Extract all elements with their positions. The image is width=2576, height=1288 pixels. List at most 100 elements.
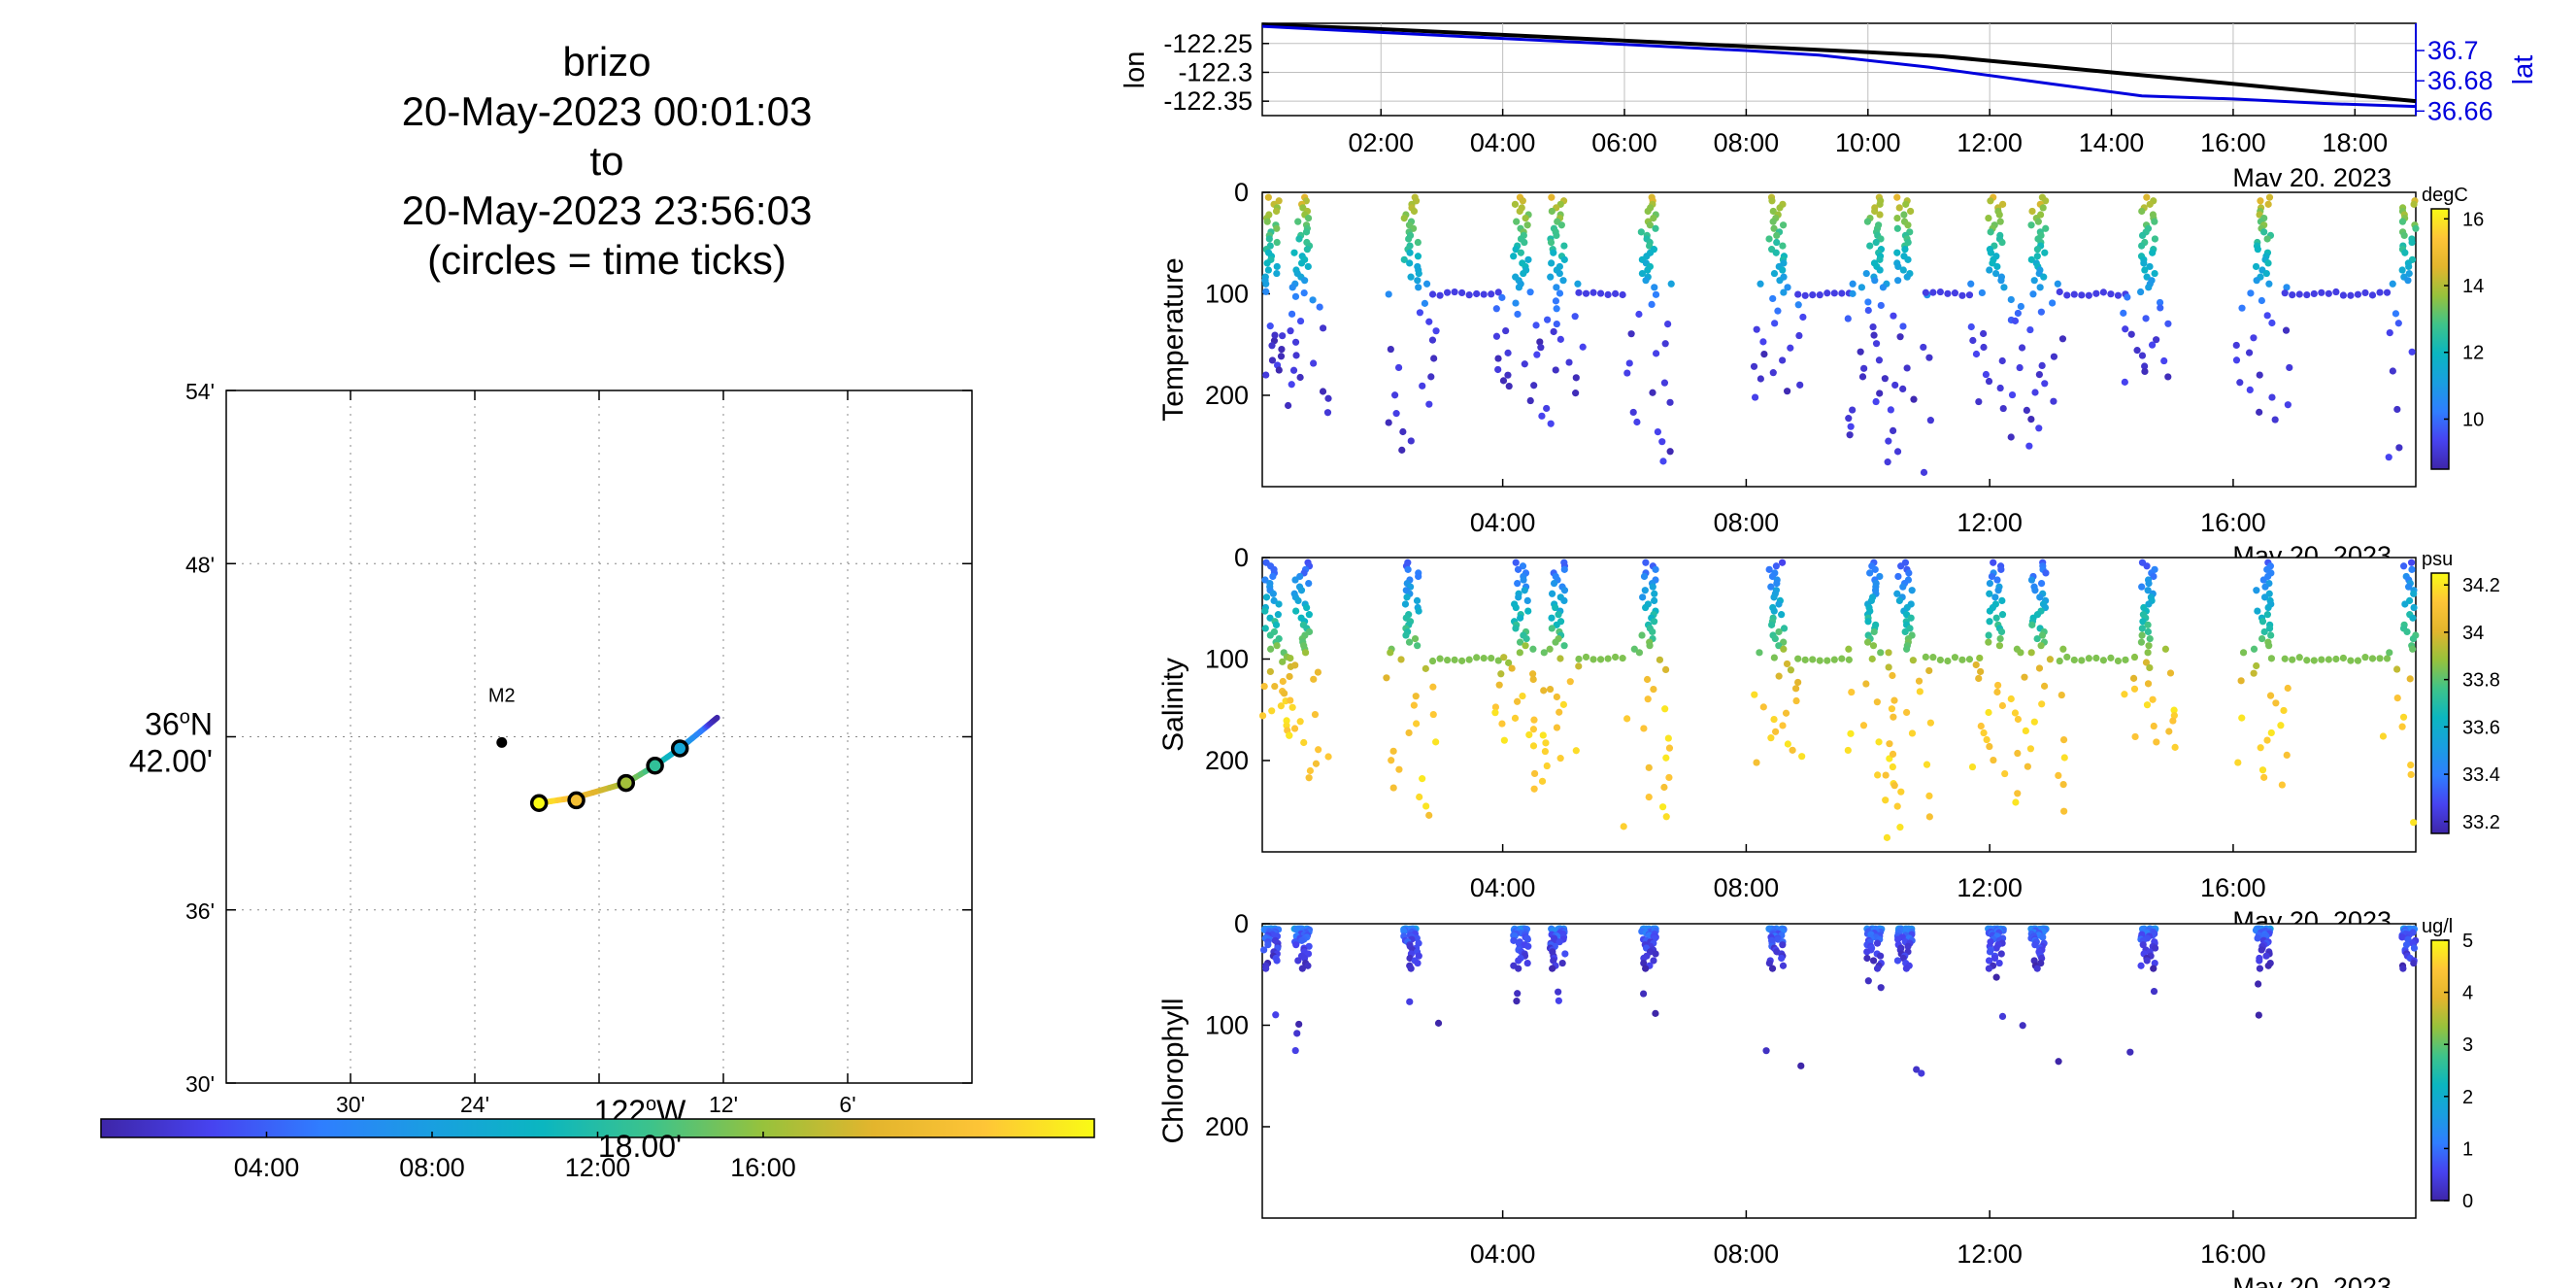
temperature-point (2268, 393, 2276, 401)
temperature-point (2257, 197, 2264, 205)
temperature-point (1499, 377, 1508, 385)
salinity-point (1903, 645, 1911, 653)
temperature-park-point (1958, 291, 1966, 299)
temperature-point (1996, 384, 2004, 392)
temperature-point (1920, 468, 1928, 476)
chlorophyll-point (1998, 1012, 2007, 1021)
temperature-point (2146, 200, 2154, 208)
lonlat-x-tick-label: 04:00 (1470, 128, 1536, 157)
salinity-point (1899, 583, 1907, 591)
temperature-point (2385, 454, 2392, 461)
salinity-point (1897, 788, 1905, 796)
temperature-park-point (2339, 291, 2347, 299)
temperature-point (1550, 327, 1557, 336)
salinity-point (1269, 590, 1277, 597)
temperature-point (1421, 299, 1429, 307)
salinity-point (1642, 559, 1650, 566)
salinity-point (1268, 707, 1276, 715)
temperature-point (1871, 277, 1879, 285)
salinity-park-point (2295, 654, 2303, 661)
salinity-point (1512, 625, 1520, 632)
salinity-park-point (1465, 656, 1473, 663)
chlorophyll-point (1434, 1019, 1443, 1027)
map-y-tick-label: 36' (185, 898, 215, 924)
temperature-point (1414, 238, 1422, 247)
temperature-park-point (2107, 290, 2115, 298)
salinity-x-tick-label: 08:00 (1714, 873, 1780, 902)
salinity-point (1560, 596, 1568, 605)
salinity-point (1875, 738, 1883, 746)
salinity-park-point (2099, 657, 2107, 664)
salinity-point (1868, 655, 1876, 662)
temperature-point (1510, 253, 1518, 260)
salinity-park-point (1575, 655, 1583, 663)
salinity-point (1305, 611, 1313, 619)
temperature-point (1304, 262, 1312, 271)
title-line-5: (circles = time ticks) (427, 237, 786, 283)
salinity-point (1548, 590, 1556, 597)
temperature-park-point (1936, 288, 1944, 296)
temperature-point (1547, 238, 1556, 247)
salinity-point (1986, 579, 1994, 588)
temperature-point (1985, 377, 1993, 386)
temperature-colorbar-tick-label: 12 (2462, 343, 2484, 364)
temperature-point (2265, 193, 2274, 201)
salinity-point (1516, 649, 1523, 657)
salinity-point (1258, 712, 1267, 720)
temperature-point (2232, 341, 2240, 350)
salinity-point (1405, 638, 1414, 646)
salinity-park-point (2070, 656, 2078, 664)
salinity-point (1279, 658, 1287, 665)
temperature-point (1623, 369, 1631, 377)
temperature-point (1893, 214, 1901, 222)
salinity-point (1495, 681, 1503, 689)
temperature-point (2127, 330, 2135, 338)
temperature-point (1572, 374, 1580, 382)
temperature-point (2033, 253, 2041, 260)
temperature-point (2018, 344, 2026, 352)
temperature-point (1290, 249, 1298, 256)
temperature-point (1635, 310, 1643, 319)
station-marker (496, 736, 508, 748)
salinity-point (1645, 794, 1653, 801)
salinity-point (2253, 661, 2260, 670)
salinity-point (2284, 684, 2292, 693)
salinity-point (1277, 702, 1285, 710)
temperature-point (1553, 305, 1560, 313)
temperature-park-point (1929, 288, 1937, 296)
temperature-point (1771, 320, 1779, 327)
salinity-point (1925, 813, 1933, 821)
salinity-point (1646, 642, 1654, 650)
temperature-point (1288, 381, 1295, 389)
temperature-point (2014, 309, 2022, 318)
salinity-point (1775, 627, 1783, 636)
salinity-point (1270, 596, 1278, 605)
temperature-point (1903, 364, 1911, 372)
temperature-point (1548, 207, 1556, 216)
salinity-point (2038, 631, 2047, 639)
temperature-point (2140, 259, 2148, 267)
temperature-point (2038, 361, 2046, 369)
salinity-park-point (1816, 657, 1823, 664)
salinity-point (1520, 576, 1527, 584)
salinity-point (1279, 677, 1287, 686)
salinity-point (1641, 603, 1650, 612)
salinity-park-point (2303, 657, 2311, 664)
temperature-point (1400, 255, 1408, 263)
salinity-point (1882, 771, 1890, 779)
salinity-point (1294, 596, 1302, 605)
salinity-park-point (2289, 656, 2296, 663)
salinity-point (2393, 694, 2401, 702)
temperature-point (2030, 277, 2038, 285)
salinity-point (1512, 559, 1520, 566)
salinity-point (1529, 645, 1537, 653)
temperature-point (2263, 235, 2271, 243)
salinity-point (1310, 675, 1318, 683)
salinity-point (1996, 634, 2004, 643)
salinity-colorbar-tick-label: 34 (2462, 623, 2484, 644)
temperature-point (2141, 362, 2149, 370)
title-line-2: 20-May-2023 00:01:03 (401, 88, 813, 134)
salinity-point (1863, 638, 1872, 646)
temperature-park-point (1612, 289, 1620, 297)
temperature-point (2121, 378, 2128, 386)
